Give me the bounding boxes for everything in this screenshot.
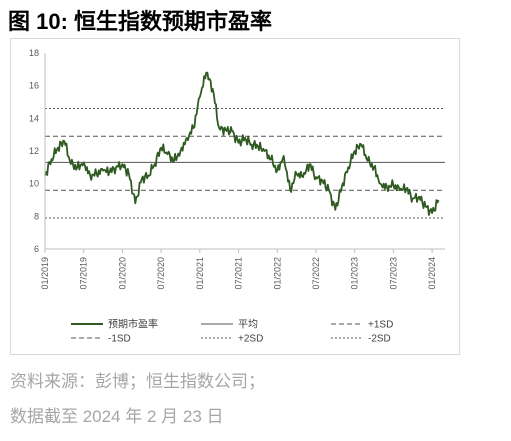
y-tick-label: 8 (34, 211, 39, 221)
x-tick-label: 01/2019 (40, 257, 50, 290)
y-axis: 6 8 10 12 14 16 18 (29, 48, 46, 254)
figure-title: 图 10: 恒生指数预期市盈率 (8, 9, 273, 34)
x-tick-label: 07/2021 (234, 257, 244, 290)
legend-label: -1SD (108, 334, 131, 345)
legend-label: 预期市盈率 (108, 318, 158, 331)
x-tick-label: 01/2023 (350, 257, 360, 290)
source-note: 资料来源：彭博；恒生指数公司； (10, 372, 265, 391)
reference-lines (45, 108, 445, 219)
x-axis: 01/2019 07/2019 01/2020 07/2020 01/2021 07/20… (40, 248, 445, 290)
x-tick-label: 07/2019 (79, 257, 89, 290)
y-tick-label: 10 (29, 179, 39, 189)
y-tick-label: 16 (29, 81, 39, 91)
x-tick-label: 07/2023 (388, 257, 398, 290)
data-date-note: 数据截至 2024 年 2 月 23 日 (10, 407, 224, 426)
x-tick-label: 01/2021 (195, 257, 205, 290)
x-tick-label: 07/2020 (156, 257, 166, 290)
y-tick-label: 12 (29, 146, 39, 156)
main-series-group (44, 71, 440, 216)
x-tick-label: 01/2024 (427, 257, 437, 290)
chart-container: 6 8 10 12 14 16 18 01/2019 07/2019 01/2020 07/202… (10, 38, 460, 355)
y-tick-label: 6 (34, 244, 39, 254)
pe-chart: 6 8 10 12 14 16 18 01/2019 07/2019 01/2020 07/202… (29, 48, 445, 345)
x-tick-label: 07/2022 (311, 257, 321, 290)
y-tick-label: 18 (29, 48, 39, 58)
legend-label: +2SD (238, 334, 263, 345)
legend-label: -2SD (368, 334, 391, 345)
legend: 预期市盈率 平均 +1SD -1SD +2SD -2SD (71, 318, 393, 345)
legend-label: 平均 (238, 319, 258, 331)
x-tick-label: 01/2020 (117, 257, 127, 290)
x-tick-label: 01/2022 (272, 257, 282, 290)
pe-series-line (44, 71, 440, 216)
legend-label: +1SD (368, 320, 393, 331)
y-tick-label: 14 (29, 113, 39, 123)
